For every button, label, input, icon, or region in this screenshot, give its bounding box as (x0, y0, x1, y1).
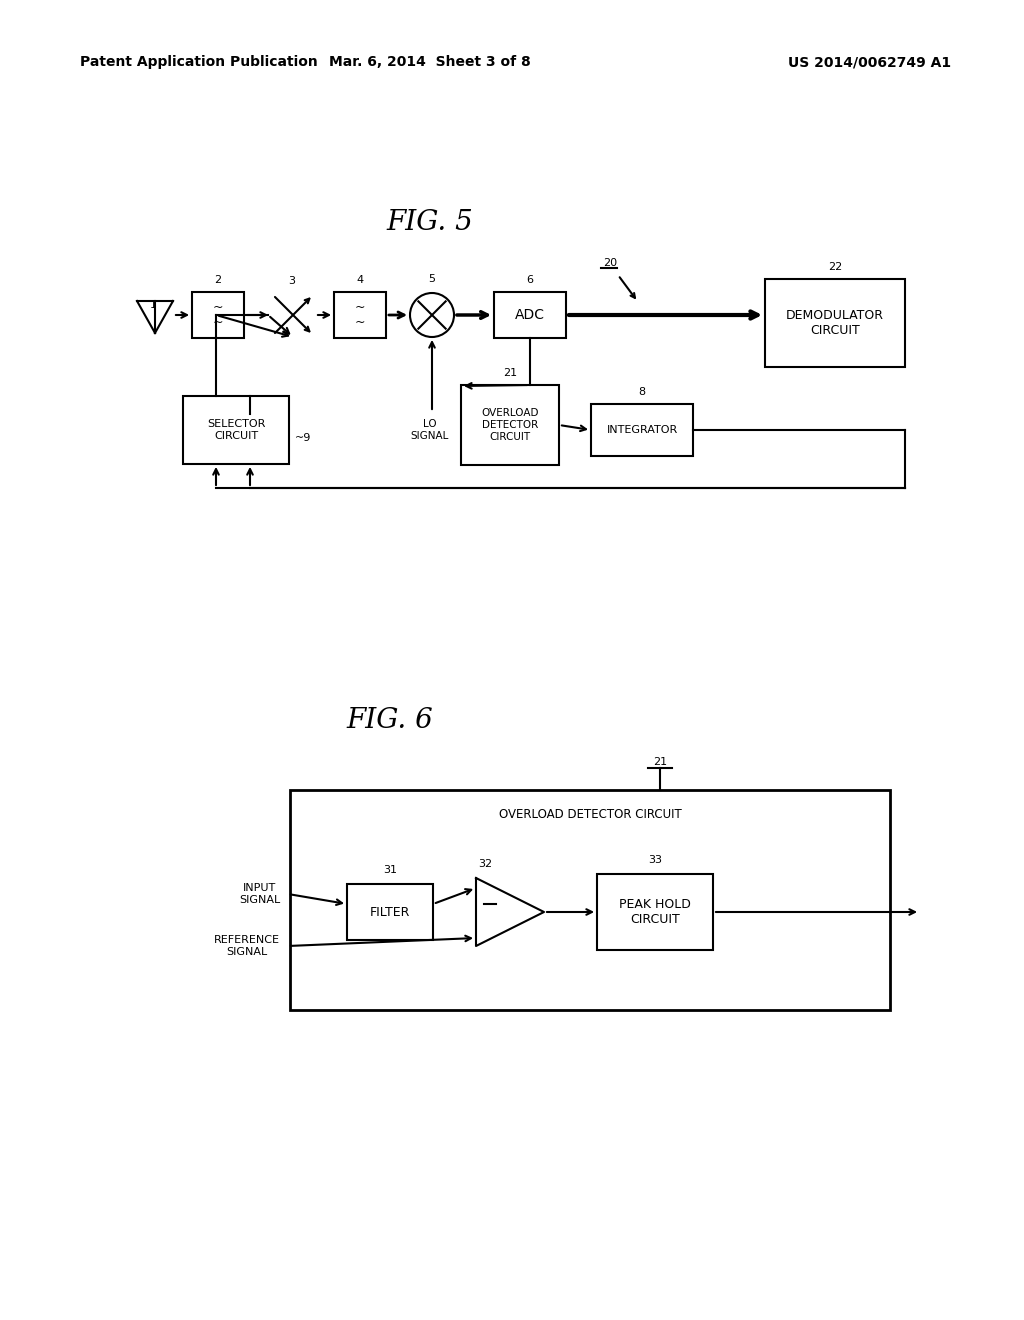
Text: ~
~: ~ ~ (213, 301, 223, 329)
Bar (193, 292, 244, 338)
Bar (597, 874, 713, 950)
Text: FIG. 6: FIG. 6 (347, 706, 433, 734)
Text: Patent Application Publication: Patent Application Publication (80, 55, 317, 69)
Text: 32: 32 (478, 859, 493, 869)
Bar (494, 292, 566, 338)
Text: OVERLOAD
DETECTOR
CIRCUIT: OVERLOAD DETECTOR CIRCUIT (481, 408, 539, 442)
Text: 20: 20 (603, 257, 617, 268)
Text: 21: 21 (653, 756, 667, 767)
Text: ~9: ~9 (295, 433, 311, 444)
Text: FILTER: FILTER (370, 906, 411, 919)
Text: SELECTOR
CIRCUIT: SELECTOR CIRCUIT (207, 420, 265, 441)
Bar (461, 385, 559, 465)
Text: INTEGRATOR: INTEGRATOR (606, 425, 678, 436)
Bar (334, 292, 386, 338)
Bar (765, 279, 905, 367)
Text: OVERLOAD DETECTOR CIRCUIT: OVERLOAD DETECTOR CIRCUIT (499, 808, 681, 821)
Text: REFERENCE
SIGNAL: REFERENCE SIGNAL (214, 935, 280, 957)
Bar (591, 404, 693, 455)
Text: 22: 22 (827, 261, 842, 272)
Text: US 2014/0062749 A1: US 2014/0062749 A1 (788, 55, 951, 69)
Text: 5: 5 (428, 275, 435, 284)
Text: ~
~: ~ ~ (354, 301, 366, 329)
Text: 8: 8 (638, 387, 645, 397)
Text: PEAK HOLD
CIRCUIT: PEAK HOLD CIRCUIT (620, 898, 691, 927)
Bar (183, 396, 289, 465)
Bar (290, 789, 890, 1010)
Text: 31: 31 (383, 865, 397, 875)
Text: 6: 6 (526, 275, 534, 285)
Text: Mar. 6, 2014  Sheet 3 of 8: Mar. 6, 2014 Sheet 3 of 8 (329, 55, 530, 69)
Text: FIG. 5: FIG. 5 (387, 209, 473, 235)
Text: 2: 2 (214, 275, 221, 285)
Text: DEMODULATOR
CIRCUIT: DEMODULATOR CIRCUIT (786, 309, 884, 337)
Text: 21: 21 (503, 368, 517, 378)
Text: ADC: ADC (515, 308, 545, 322)
Text: 3: 3 (288, 276, 295, 286)
Text: 1: 1 (150, 300, 157, 310)
Text: INPUT
SIGNAL: INPUT SIGNAL (239, 883, 280, 904)
Text: 4: 4 (356, 275, 364, 285)
Text: 33: 33 (648, 855, 662, 865)
Text: LO
SIGNAL: LO SIGNAL (411, 420, 450, 441)
Bar (347, 884, 433, 940)
